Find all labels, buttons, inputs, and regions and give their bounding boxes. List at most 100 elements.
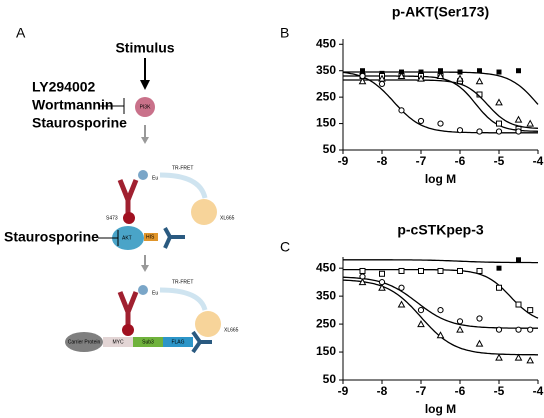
point (417, 307, 425, 314)
fit-curve (343, 259, 538, 264)
x-tick-label: -5 (494, 384, 505, 398)
y-tick-label: 450 (316, 260, 336, 274)
point (457, 69, 463, 75)
point (418, 69, 424, 75)
y-tick-label: 250 (316, 316, 336, 330)
point (359, 72, 366, 80)
point (475, 77, 484, 85)
arrowhead (140, 80, 150, 90)
point (456, 318, 464, 325)
xl665 (191, 199, 217, 225)
point (398, 284, 405, 291)
series (342, 71, 538, 135)
antibody (191, 330, 212, 354)
point (515, 128, 522, 135)
point (495, 128, 503, 135)
eu: Eu (152, 290, 158, 296)
fit-curve (343, 79, 539, 129)
point (516, 257, 521, 263)
point (397, 300, 406, 308)
point (496, 69, 502, 75)
his-tag (144, 233, 158, 241)
x-tick-label: -9 (338, 384, 349, 398)
y-tick-label: 250 (316, 89, 336, 103)
akt-label: AKT (122, 235, 132, 241)
point (527, 326, 534, 333)
x-axis-label: log M (425, 172, 456, 186)
point (379, 270, 385, 277)
sub3-label: Sub3 (142, 339, 154, 345)
flag-label: FLAG (171, 339, 184, 345)
phospho (123, 212, 135, 224)
point (456, 74, 464, 82)
point (514, 353, 523, 361)
xl665-label: XL665 (224, 327, 239, 333)
point (398, 267, 405, 274)
x-tick-label: -4 (533, 154, 544, 168)
point (495, 326, 503, 333)
x-tick-label: -8 (377, 154, 388, 168)
point (417, 74, 425, 82)
point (526, 119, 535, 127)
x-tick-label: -6 (455, 384, 466, 398)
x-tick-label: -9 (338, 154, 349, 168)
point (476, 267, 483, 274)
fret-arrow (159, 172, 208, 199)
y-tick-label: 350 (316, 63, 336, 77)
arrowhead (141, 265, 149, 272)
x-tick-label: -7 (416, 384, 427, 398)
point (360, 68, 365, 74)
panel-label: B (280, 25, 289, 41)
series (343, 257, 538, 271)
point (476, 128, 483, 135)
point (496, 284, 502, 291)
point (378, 80, 386, 88)
point (417, 320, 425, 328)
antibody (117, 179, 139, 215)
point (397, 71, 406, 79)
sub3 (133, 337, 163, 347)
x-tick-label: -8 (377, 384, 388, 398)
point (457, 267, 463, 274)
antibody (163, 227, 185, 249)
fret-arrow (159, 287, 208, 311)
xl665 (195, 311, 221, 337)
point (417, 117, 425, 125)
y-tick-label: 50 (323, 142, 337, 156)
y-tick-label: 350 (316, 288, 336, 302)
x-tick-label: -4 (533, 384, 544, 398)
chart-title: p-AKT(Ser173) (392, 4, 489, 20)
eu: Eu (152, 175, 158, 181)
eu-donor (138, 285, 148, 295)
carrier (65, 332, 103, 352)
y-tick-label: 50 (323, 372, 337, 386)
tr-fret: TR-FRET (172, 165, 193, 171)
chart-title: p-cSTKpep-3 (397, 222, 484, 238)
point (438, 68, 443, 74)
myc (103, 337, 133, 347)
point (456, 325, 464, 333)
phospho (122, 324, 134, 336)
point (516, 68, 521, 74)
pathway-diagram: Stimulus LY294002 Wortmannin Staurospori… (4, 40, 239, 354)
point (436, 71, 445, 79)
point (398, 107, 405, 114)
myc-label: MYC (112, 339, 124, 345)
x-tick-label: -7 (416, 154, 427, 168)
s473: S473 (106, 215, 118, 221)
point (514, 115, 523, 123)
point (496, 265, 502, 271)
point (456, 127, 464, 134)
inhibitor: Staurosporine (32, 115, 127, 131)
point (359, 267, 366, 274)
point (437, 267, 444, 274)
point (437, 120, 444, 127)
point (515, 326, 522, 333)
point (515, 301, 522, 308)
point (476, 315, 483, 322)
x-tick-label: -5 (494, 154, 505, 168)
inhibitor: LY294002 (32, 79, 96, 95)
x-tick-label: -6 (455, 154, 466, 168)
flag (163, 337, 193, 347)
